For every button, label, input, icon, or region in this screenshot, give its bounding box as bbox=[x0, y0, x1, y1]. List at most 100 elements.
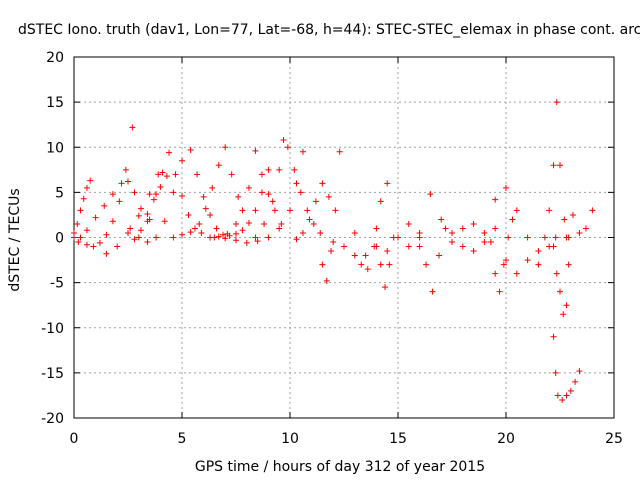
series-arc-24 bbox=[550, 243, 572, 318]
series-arc-23 bbox=[541, 99, 572, 241]
data-point bbox=[481, 229, 488, 236]
data-point bbox=[135, 212, 142, 219]
data-point bbox=[557, 288, 563, 295]
data-point bbox=[416, 243, 423, 250]
data-point bbox=[319, 180, 326, 187]
data-point bbox=[386, 261, 393, 268]
data-point bbox=[312, 198, 319, 205]
data-point bbox=[153, 191, 160, 198]
data-point bbox=[589, 207, 596, 214]
data-point bbox=[159, 169, 166, 176]
data-point bbox=[150, 196, 157, 203]
data-point bbox=[75, 239, 82, 246]
data-point bbox=[323, 277, 330, 284]
data-point bbox=[524, 257, 531, 264]
data-point bbox=[328, 248, 335, 255]
data-point bbox=[209, 184, 216, 191]
data-point bbox=[382, 284, 389, 291]
data-point bbox=[278, 220, 285, 227]
data-point bbox=[77, 207, 84, 214]
data-point bbox=[505, 234, 512, 241]
data-point bbox=[211, 234, 218, 241]
data-point bbox=[553, 99, 560, 106]
data-point bbox=[265, 191, 272, 198]
data-point bbox=[118, 180, 125, 187]
data-point bbox=[222, 144, 229, 151]
data-point bbox=[487, 239, 494, 246]
data-point bbox=[239, 207, 246, 214]
data-point bbox=[83, 184, 90, 191]
data-point bbox=[553, 270, 560, 277]
data-point bbox=[116, 198, 123, 205]
data-point bbox=[459, 225, 466, 232]
data-point bbox=[317, 229, 324, 236]
data-point bbox=[470, 220, 477, 227]
x-tick-label: 25 bbox=[605, 431, 623, 447]
data-point bbox=[129, 124, 136, 131]
x-tick-label: 15 bbox=[389, 431, 407, 447]
data-point bbox=[179, 192, 185, 199]
data-point bbox=[325, 193, 332, 200]
data-point bbox=[364, 266, 371, 273]
data-point bbox=[239, 227, 246, 234]
data-point bbox=[74, 220, 81, 227]
data-point bbox=[135, 234, 142, 241]
data-point bbox=[561, 216, 568, 223]
data-point bbox=[103, 231, 110, 238]
series-arc-22 bbox=[503, 234, 559, 277]
y-tick-label: 5 bbox=[55, 185, 64, 201]
series-arc-9 bbox=[187, 146, 272, 239]
series-arc-4 bbox=[131, 173, 170, 243]
y-tick-label: -20 bbox=[41, 411, 64, 427]
data-point bbox=[155, 171, 162, 178]
data-point bbox=[215, 162, 222, 169]
data-point bbox=[122, 166, 129, 173]
series-arc-3 bbox=[75, 178, 151, 246]
data-point bbox=[576, 229, 583, 236]
data-point bbox=[503, 257, 509, 264]
data-point bbox=[172, 171, 179, 178]
data-point bbox=[166, 149, 173, 156]
data-point bbox=[438, 216, 445, 223]
data-point bbox=[546, 207, 553, 214]
data-point bbox=[567, 387, 574, 394]
data-point bbox=[449, 229, 455, 236]
data-point bbox=[233, 237, 239, 244]
series-arc-11 bbox=[211, 148, 306, 246]
data-point bbox=[131, 189, 138, 196]
data-point bbox=[373, 225, 380, 232]
data-point bbox=[109, 218, 116, 225]
data-point bbox=[222, 235, 229, 242]
y-tick-label: 20 bbox=[46, 50, 64, 66]
data-point bbox=[423, 261, 430, 268]
data-point bbox=[284, 144, 291, 151]
series-arc-12 bbox=[252, 137, 324, 241]
data-point bbox=[563, 302, 570, 309]
data-point bbox=[254, 238, 261, 245]
data-point bbox=[552, 234, 559, 241]
data-point bbox=[576, 368, 583, 375]
data-point bbox=[170, 234, 177, 241]
data-point bbox=[146, 216, 153, 223]
data-point bbox=[341, 243, 347, 250]
series-arc-13 bbox=[293, 180, 332, 243]
data-point bbox=[198, 229, 205, 236]
data-point bbox=[271, 207, 278, 214]
data-point bbox=[319, 261, 326, 268]
series-arc-17 bbox=[373, 234, 397, 291]
data-point bbox=[481, 239, 488, 246]
data-point bbox=[554, 392, 561, 399]
data-point bbox=[276, 166, 283, 173]
data-point bbox=[535, 248, 542, 255]
series-arc-2 bbox=[71, 124, 136, 250]
data-point bbox=[384, 180, 391, 187]
y-axis-title: dSTEC / TECUs bbox=[7, 188, 23, 291]
data-point bbox=[384, 248, 391, 255]
data-point bbox=[429, 288, 436, 295]
series-arc-16 bbox=[351, 180, 391, 273]
data-point bbox=[213, 225, 220, 232]
data-point bbox=[163, 173, 170, 180]
data-point bbox=[269, 198, 276, 205]
data-point bbox=[83, 227, 90, 234]
data-point bbox=[524, 234, 531, 241]
